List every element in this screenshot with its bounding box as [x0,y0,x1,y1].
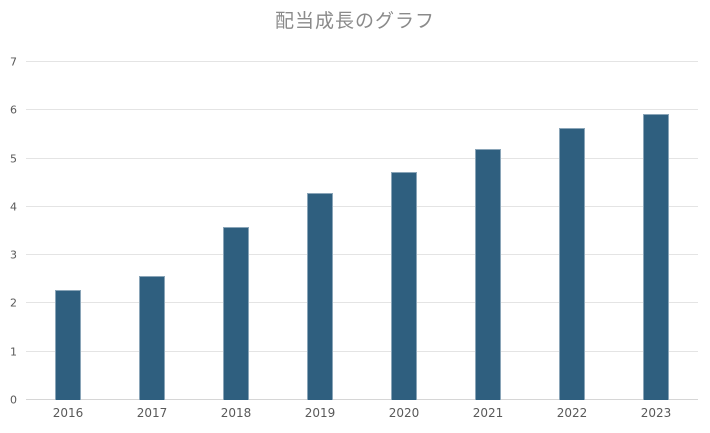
gridline-5 [26,157,698,159]
y-tick-label-4: 4 [10,200,17,214]
x-tick-label-2022: 2022 [556,406,588,420]
gridline-1 [26,350,698,352]
bar-2021 [475,148,501,400]
gridline-2 [26,302,698,304]
y-tick-label-3: 3 [10,248,17,262]
x-tick-label-2017: 2017 [136,406,168,420]
bar-2018 [223,226,249,400]
x-tick-label-2019: 2019 [304,406,336,420]
plot-area: 0 1 2 3 4 5 6 7 2016 2017 2018 2019 2020 2021 2022 202… [10,57,698,419]
gridline-7 [26,61,698,62]
x-tick-label-2018: 2018 [220,406,252,420]
x-tick-label-2021: 2021 [472,406,504,420]
gridline-6 [26,109,698,111]
bar-2019 [307,193,333,400]
y-tick-label-2: 2 [10,296,17,310]
bar-2020 [391,172,417,400]
bar-2023 [643,114,669,400]
gridline-3 [26,254,698,256]
y-tick-label-5: 5 [10,152,17,166]
gridline-4 [26,205,698,207]
bar-2022 [559,127,585,400]
bar-2016 [55,289,81,400]
y-tick-label-0: 0 [10,393,17,407]
x-axis-line [26,399,698,400]
bar-2017 [139,276,165,400]
y-tick-label-6: 6 [10,103,17,117]
y-tick-label-7: 7 [10,55,17,69]
chart-title: 配当成長のグラフ [274,10,435,32]
y-tick-label-1: 1 [10,345,17,359]
x-tick-label-2016: 2016 [52,406,84,420]
x-tick-label-2023: 2023 [640,406,672,420]
x-tick-label-2020: 2020 [388,406,420,420]
